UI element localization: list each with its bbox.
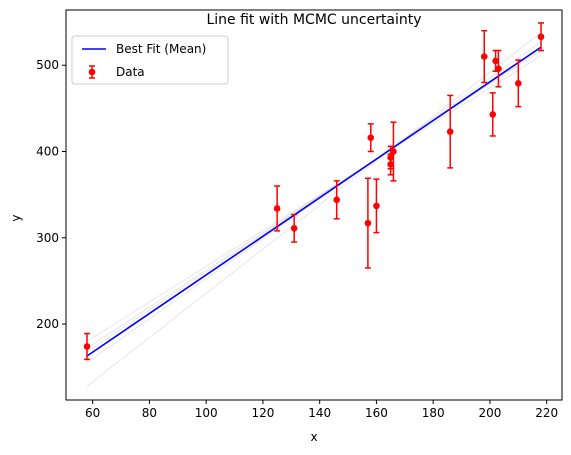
- chart-title: Line fit with MCMC uncertainty: [206, 12, 421, 28]
- x-tick-label: 100: [195, 406, 218, 420]
- data-point: [290, 213, 298, 243]
- data-point: [446, 94, 454, 169]
- x-tick-label: 180: [422, 406, 445, 420]
- x-tick-label: 160: [365, 406, 388, 420]
- plot-frame: [65, 9, 563, 401]
- x-tick-label: 80: [142, 406, 157, 420]
- data-marker: [390, 148, 397, 155]
- data-marker: [333, 196, 341, 204]
- data-point: [390, 121, 397, 182]
- data-point: [273, 185, 281, 232]
- data-marker: [83, 343, 91, 350]
- y-axis-label: y: [9, 214, 23, 221]
- x-axis-label: x: [310, 430, 317, 444]
- data-point: [364, 177, 372, 269]
- fit-line-layer: [86, 46, 542, 357]
- posterior-sample-line: [86, 32, 542, 387]
- legend-errorbar-swatch: [88, 65, 96, 79]
- data-point: [480, 29, 488, 84]
- data-marker: [537, 33, 545, 41]
- data-marker: [446, 128, 454, 135]
- y-axis-ticks: 200 300 400 500: [36, 58, 66, 331]
- data-marker: [273, 205, 281, 212]
- data-marker: [364, 219, 372, 227]
- x-tick-label: 140: [308, 406, 331, 420]
- data-point: [495, 49, 502, 88]
- legend: Best Fit (Mean) Data: [71, 35, 229, 85]
- data-point: [373, 178, 380, 234]
- posterior-sample-line: [86, 55, 542, 342]
- x-tick-label: 200: [478, 406, 501, 420]
- legend-box: [71, 35, 229, 85]
- data-point: [367, 123, 375, 153]
- y-tick-label: 500: [36, 58, 59, 72]
- best-fit-line: [86, 46, 542, 357]
- data-marker: [367, 134, 375, 141]
- y-tick-label: 300: [36, 231, 59, 245]
- legend-label-fit: Best Fit (Mean): [116, 42, 206, 56]
- data-points-layer: [83, 22, 545, 361]
- data-marker: [495, 65, 502, 72]
- x-tick-label: 220: [535, 406, 558, 420]
- x-tick-label: 120: [251, 406, 274, 420]
- data-marker: [480, 53, 488, 60]
- y-tick-label: 400: [36, 145, 59, 159]
- y-tick-label: 200: [36, 317, 59, 331]
- legend-label-data: Data: [116, 65, 145, 79]
- data-point: [83, 332, 91, 361]
- data-marker: [492, 57, 499, 65]
- data-point: [489, 92, 497, 137]
- data-point: [515, 59, 522, 108]
- data-marker: [489, 111, 497, 118]
- data-point: [333, 180, 341, 220]
- posterior-sample-line: [86, 50, 542, 349]
- data-marker: [387, 154, 394, 161]
- data-marker: [290, 224, 298, 232]
- x-axis-ticks: 60 80 100 120 140 160 180 200 220: [85, 400, 558, 420]
- x-tick-label: 60: [85, 406, 100, 420]
- data-point: [537, 22, 545, 52]
- data-marker: [515, 80, 522, 87]
- data-marker: [373, 202, 380, 210]
